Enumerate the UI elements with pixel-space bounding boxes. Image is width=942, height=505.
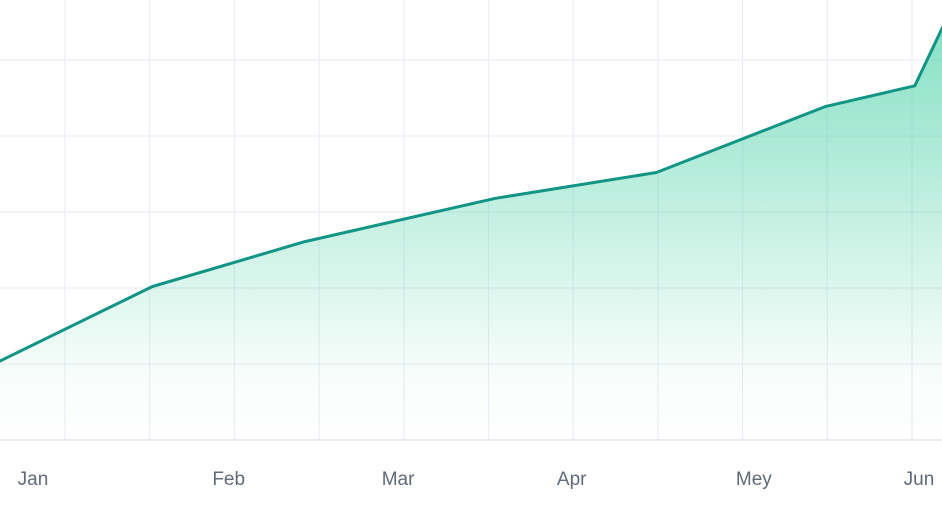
x-tick-label: Mey xyxy=(736,469,772,490)
series-line xyxy=(0,25,942,363)
x-tick-label: Feb xyxy=(212,469,245,490)
x-tick-label: Mar xyxy=(382,469,415,490)
area-layer xyxy=(0,28,942,440)
line-layer xyxy=(0,25,942,363)
x-tick-label: Jun xyxy=(904,469,935,490)
x-tick-label: Apr xyxy=(557,469,587,490)
x-tick-label: Jan xyxy=(18,469,49,490)
x-axis-labels: Jan Feb Mar Apr Mey Jun xyxy=(18,469,935,490)
series-area-fill xyxy=(0,28,942,440)
